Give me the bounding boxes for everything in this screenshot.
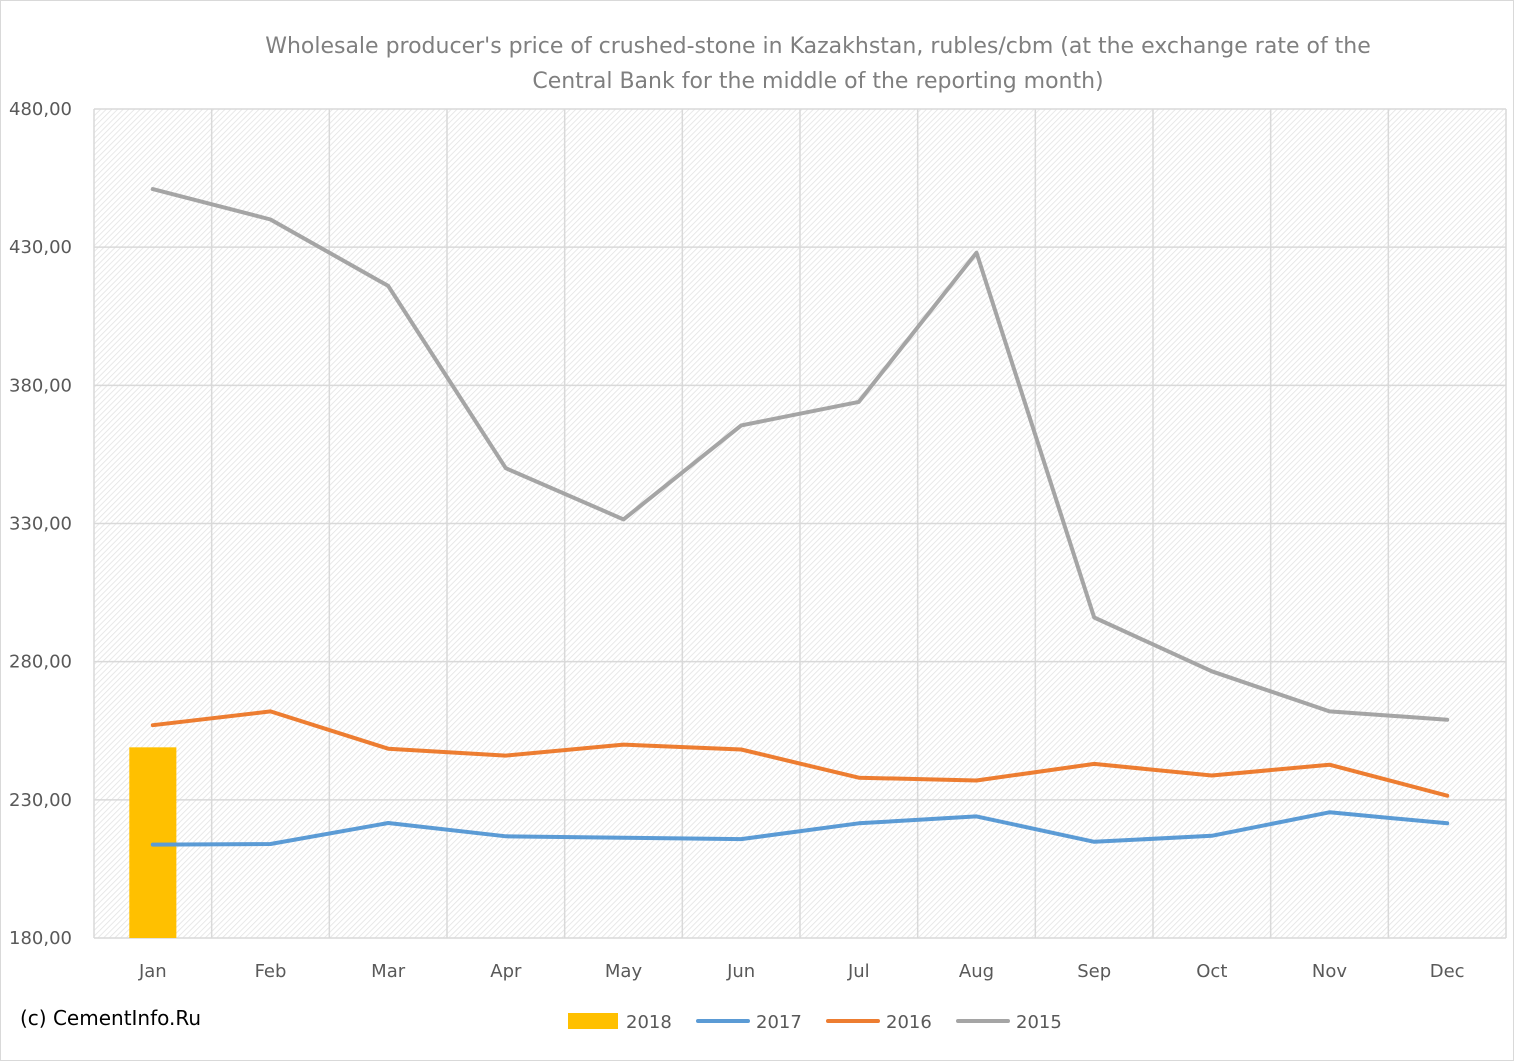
- legend-item-2015: 2015: [956, 1012, 1062, 1033]
- legend-swatch: [568, 1013, 618, 1029]
- x-tick-label: Jan: [138, 961, 167, 982]
- x-tick-label: Sep: [1077, 961, 1111, 982]
- x-tick-label: May: [605, 961, 643, 982]
- series-line-2017: [150, 810, 1450, 847]
- x-tick-label: Aug: [959, 961, 994, 982]
- series-line-2015: [150, 187, 1450, 722]
- line-series: [150, 187, 1450, 847]
- x-tick-label: Dec: [1430, 961, 1465, 982]
- legend: 2018 2017 2016 2015: [568, 1012, 1062, 1033]
- y-tick-label: 230,00: [9, 790, 72, 811]
- y-tick-label: 330,00: [9, 514, 72, 535]
- x-tick-label: Jun: [726, 961, 755, 982]
- legend-item-2017: 2017: [696, 1012, 802, 1033]
- legend-label: 2018: [626, 1012, 672, 1033]
- x-axis: Jan Feb Mar Apr May Jun Jul Aug Sep Oct Nov Dec: [138, 961, 1465, 982]
- legend-label: 2017: [756, 1012, 802, 1033]
- legend-item-2018: 2018: [568, 1012, 672, 1033]
- y-tick-label: 430,00: [9, 237, 72, 258]
- copyright-text: (c) CementInfo.Ru: [20, 1006, 202, 1030]
- x-tick-label: Apr: [490, 961, 522, 982]
- chart-title-line-1: Wholesale producer's price of crushed-st…: [265, 34, 1371, 59]
- x-tick-label: Nov: [1312, 961, 1347, 982]
- y-tick-label: 280,00: [9, 652, 72, 673]
- y-axis: 180,00 230,00 280,00 330,00 380,00 430,00 480,…: [9, 99, 72, 949]
- series-line-2016: [150, 709, 1450, 798]
- y-tick-label: 380,00: [9, 375, 72, 396]
- legend-item-2016: 2016: [826, 1012, 932, 1033]
- x-tick-label: Feb: [255, 961, 287, 982]
- x-tick-label: Mar: [371, 961, 406, 982]
- x-tick-label: Oct: [1196, 961, 1227, 982]
- legend-label: 2015: [1016, 1012, 1062, 1033]
- gridlines: [93, 108, 1507, 939]
- y-tick-label: 180,00: [9, 928, 72, 949]
- y-tick-label: 480,00: [9, 99, 72, 120]
- x-tick-label: Jul: [847, 961, 870, 982]
- chart-title-line-2: Central Bank for the middle of the repor…: [532, 69, 1103, 94]
- legend-label: 2016: [886, 1012, 932, 1033]
